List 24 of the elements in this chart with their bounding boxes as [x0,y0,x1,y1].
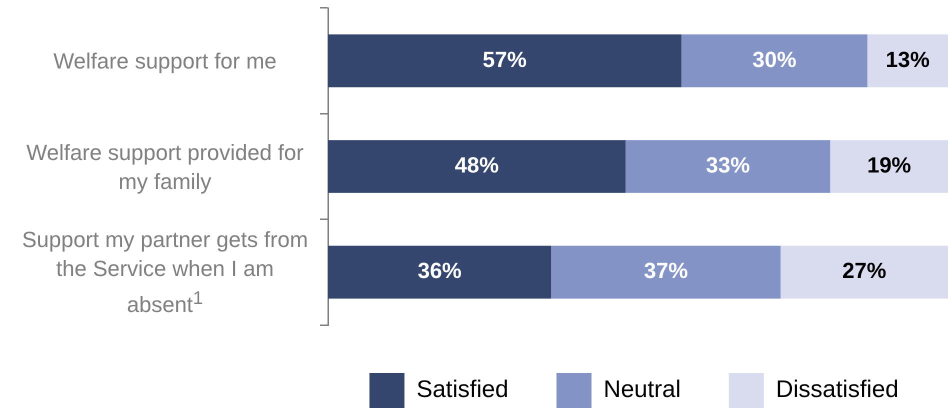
data-label: 36% [418,258,462,284]
y-tick-label: Welfare support for me [52,47,278,76]
bar [681,34,868,88]
bar [867,34,948,88]
bar [780,246,948,299]
legend-label: Dissatisfied [776,376,899,404]
bar [551,246,781,299]
data-label: 37% [644,258,688,284]
legend-label: Neutral [603,376,681,404]
legend-label: Satisfied [416,376,508,404]
bar [328,34,682,88]
bar [328,140,626,193]
data-label: 30% [752,46,796,72]
y-tick-label: Support my partner gets from the Service when I am absent$^{1}$ [20,226,310,320]
data-label: 57% [482,46,527,72]
bar [830,140,948,193]
bar [328,246,552,299]
data-label: 27% [842,258,886,284]
data-label: 19% [867,152,912,178]
data-label: 33% [706,152,750,178]
bar [626,140,830,193]
y-tick-label: Welfare support provided for my family [25,138,305,196]
data-label: 13% [886,46,930,72]
data-label: 48% [454,152,499,178]
